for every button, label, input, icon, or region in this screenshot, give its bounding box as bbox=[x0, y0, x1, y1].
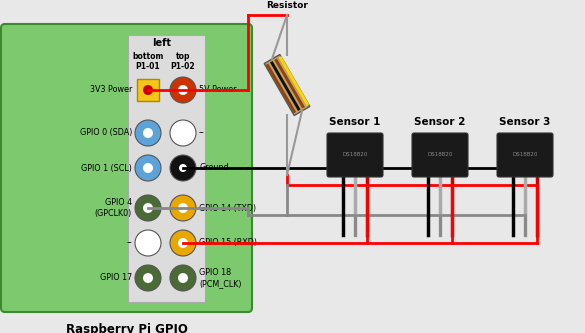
Text: Raspberry Pi GPIO: Raspberry Pi GPIO bbox=[66, 323, 187, 333]
Text: 3V3 Power: 3V3 Power bbox=[90, 86, 132, 95]
Circle shape bbox=[170, 195, 196, 221]
Circle shape bbox=[178, 85, 188, 95]
Text: left: left bbox=[153, 38, 171, 48]
Bar bbox=[278, 56, 309, 106]
Text: Ground: Ground bbox=[199, 164, 229, 172]
Text: DS18B20: DS18B20 bbox=[427, 153, 453, 158]
Text: GPIO 15 (RXD): GPIO 15 (RXD) bbox=[199, 238, 257, 247]
Bar bbox=[270, 61, 301, 111]
Text: GPIO 0 (SDA): GPIO 0 (SDA) bbox=[80, 129, 132, 138]
Bar bbox=[274, 59, 305, 109]
Circle shape bbox=[170, 120, 196, 146]
Circle shape bbox=[178, 238, 188, 248]
Circle shape bbox=[135, 265, 161, 291]
Circle shape bbox=[143, 163, 153, 173]
Bar bbox=[266, 64, 296, 114]
Circle shape bbox=[170, 155, 196, 181]
Circle shape bbox=[143, 238, 153, 248]
Text: Sensor 1: Sensor 1 bbox=[329, 117, 381, 127]
FancyBboxPatch shape bbox=[327, 133, 383, 177]
FancyBboxPatch shape bbox=[137, 79, 159, 101]
Text: bottom
P1-01: bottom P1-01 bbox=[132, 52, 164, 71]
Text: DS18B20: DS18B20 bbox=[512, 153, 538, 158]
Text: GPIO 17: GPIO 17 bbox=[100, 273, 132, 282]
Circle shape bbox=[178, 273, 188, 283]
Bar bbox=[264, 55, 310, 116]
Text: GPIO 18
(PCM_CLK): GPIO 18 (PCM_CLK) bbox=[199, 268, 242, 288]
Text: Sensor 2: Sensor 2 bbox=[414, 117, 466, 127]
Text: GPIO 4
(GPCLK0): GPIO 4 (GPCLK0) bbox=[95, 198, 132, 218]
FancyBboxPatch shape bbox=[1, 24, 252, 312]
Circle shape bbox=[178, 203, 188, 213]
Circle shape bbox=[179, 164, 187, 172]
Circle shape bbox=[135, 230, 161, 256]
Circle shape bbox=[143, 203, 153, 213]
Circle shape bbox=[143, 85, 153, 95]
Circle shape bbox=[170, 77, 196, 103]
Text: 5V Power: 5V Power bbox=[199, 86, 236, 95]
Circle shape bbox=[143, 273, 153, 283]
Text: top
P1-02: top P1-02 bbox=[171, 52, 195, 71]
Text: --: -- bbox=[199, 129, 205, 138]
Text: DS18B20: DS18B20 bbox=[342, 153, 368, 158]
Text: GPIO 14 (TXD): GPIO 14 (TXD) bbox=[199, 203, 256, 212]
Text: GPIO 1 (SCL): GPIO 1 (SCL) bbox=[81, 164, 132, 172]
Circle shape bbox=[135, 195, 161, 221]
FancyBboxPatch shape bbox=[497, 133, 553, 177]
Bar bbox=[128, 35, 205, 302]
FancyBboxPatch shape bbox=[412, 133, 468, 177]
Circle shape bbox=[170, 230, 196, 256]
Circle shape bbox=[143, 128, 153, 138]
Circle shape bbox=[178, 128, 188, 138]
Text: 4.7K Pull-up
Resistor: 4.7K Pull-up Resistor bbox=[256, 0, 318, 10]
Circle shape bbox=[135, 155, 161, 181]
Circle shape bbox=[170, 265, 196, 291]
Text: --: -- bbox=[126, 238, 132, 247]
Circle shape bbox=[135, 120, 161, 146]
Text: Sensor 3: Sensor 3 bbox=[500, 117, 550, 127]
